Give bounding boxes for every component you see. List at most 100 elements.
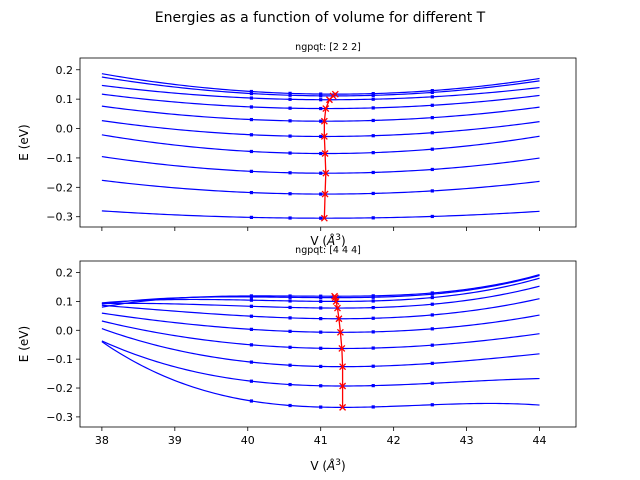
subplot-top: ngpqt: [2 2 2] −0.3 −0.2 −0.1 0.0 0.1 0.2 V (Å3… [17,42,577,248]
sample-point [288,216,292,220]
sample-point [288,106,292,110]
minimum-marker [338,345,346,352]
minima-line [323,93,336,219]
figure-title: Energies as a function of volume for dif… [155,10,486,26]
sample-point [249,96,254,100]
sample-point [319,330,323,334]
minimum-marker [321,150,329,157]
sample-point [249,105,254,109]
sample-point [371,216,375,220]
sample-point [319,216,323,220]
sample-point [249,89,254,94]
x-axis-label: V (Å3) [310,233,345,248]
sample-point [371,151,375,155]
sample-point [319,384,323,388]
sample-point [249,314,254,318]
sample-point [371,346,375,350]
y-tick-label: 0.0 [56,123,74,136]
sample-point [430,103,434,107]
sample-point [430,167,434,172]
sample-point [249,294,254,298]
sample-point [371,106,375,110]
minimum-marker [320,117,328,125]
sample-point [288,294,292,298]
sample-point [249,379,254,383]
energy-curve-2 [101,155,540,174]
y-tick-label: −0.1 [46,152,73,165]
sample-point [249,399,254,403]
x-tick-label: 44 [533,434,547,447]
x-tick-label: 43 [460,434,474,447]
sample-point [430,381,434,385]
x-tick-label: 42 [387,434,401,447]
y-tick-label: 0.1 [56,93,74,106]
sample-point [430,90,434,95]
x-tick-label: 41 [314,434,328,447]
sample-point [371,97,375,101]
minima-line [333,295,344,408]
sample-point [288,329,292,333]
subplot-title: ngpqt: [4 4 4] [295,245,361,256]
sample-point [249,304,254,308]
sample-point [430,361,434,365]
sample-point [430,302,434,306]
sample-point [288,316,292,320]
sample-point [249,149,254,154]
minimum-marker [336,328,344,336]
sample-point [319,294,323,298]
sample-point [319,317,323,321]
energy-curve-9 [101,73,540,95]
y-tick-label: −0.3 [46,411,73,424]
sample-point [249,117,254,122]
sample-point [319,106,323,111]
sample-point [249,133,254,137]
sample-point [288,192,292,196]
sample-point [430,189,434,193]
sample-point [249,327,254,331]
sample-point [319,171,323,175]
minimum-marker [339,403,347,411]
energy-curve-1 [101,179,540,195]
minimum-marker [335,315,343,323]
sample-point [288,91,292,95]
sample-point [371,305,375,310]
sample-point [288,119,292,123]
y-tick-label: −0.2 [46,382,73,395]
y-tick-label: −0.3 [46,211,73,224]
subplot-title: ngpqt: [2 2 2] [295,42,361,53]
sample-point [371,405,375,409]
y-axis-label: E (eV) [17,124,31,160]
sample-point [371,118,375,123]
y-tick-label: −0.2 [46,181,73,194]
sample-point [430,343,434,347]
sample-point [430,131,434,135]
sample-point [371,170,375,175]
sample-point [319,98,323,102]
sample-point [288,97,292,101]
minimum-marker [320,133,328,140]
sample-point [371,330,375,334]
x-tick-label: 39 [168,434,182,447]
sample-point [430,89,434,93]
sample-point [249,190,254,195]
sample-point [319,94,323,98]
sample-point [249,343,254,347]
sample-point [430,327,434,331]
sample-point [288,382,292,387]
sample-point [371,93,375,97]
subplot-bottom: ngpqt: [4 4 4] 38 39 40 41 42 43 44 −0.3 −0.2 −0.1… [17,245,577,473]
sample-point [288,93,292,97]
y-tick-label: 0.2 [56,64,74,77]
minimum-marker [331,90,339,98]
axes-frame [79,57,577,228]
sample-point [249,91,254,96]
minimum-marker [334,304,341,312]
energy-curve-4 [101,312,540,333]
sample-point [371,299,375,303]
sample-point [430,403,434,407]
sample-point [319,346,323,350]
sample-point [371,294,375,298]
minimum-marker [331,292,339,300]
minimum-marker [320,214,328,222]
